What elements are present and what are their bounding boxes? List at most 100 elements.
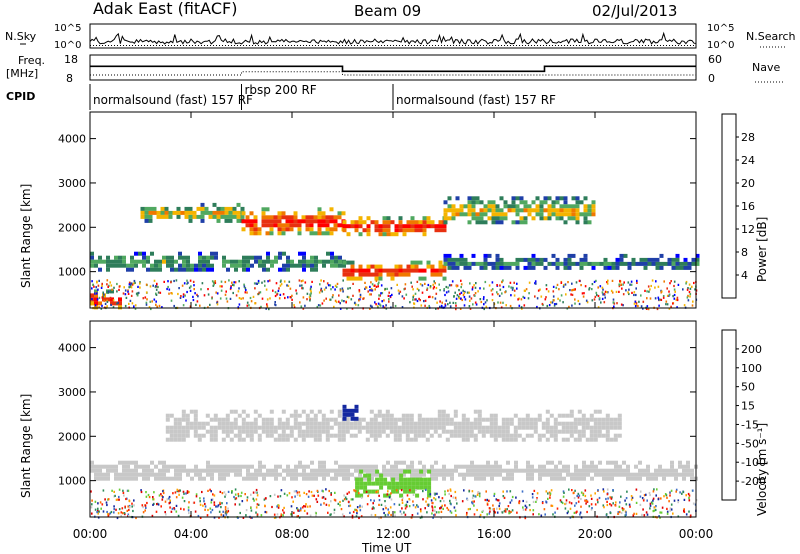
velocity-cell <box>197 437 202 442</box>
velocity-speckle <box>434 513 436 516</box>
velocity-cell <box>462 472 466 477</box>
velocity-cell <box>605 429 610 434</box>
power-cell <box>164 206 169 211</box>
power-cell <box>695 261 700 266</box>
velocity-speckle <box>532 513 534 516</box>
power-speckle <box>310 292 312 295</box>
velocity-cell <box>594 468 598 473</box>
power-cell <box>539 212 544 217</box>
velocity-cell <box>441 409 446 414</box>
power-speckle <box>616 302 618 305</box>
velocity-speckle <box>629 505 631 508</box>
power-speckle <box>637 304 639 308</box>
velocity-cell <box>622 468 626 473</box>
power-cell <box>491 208 496 213</box>
power-speckle <box>110 284 113 287</box>
velocity-speckle <box>183 508 185 511</box>
power-speckle <box>163 280 165 283</box>
velocity-cell <box>538 464 542 469</box>
velocity-cell <box>413 421 418 426</box>
power-cell <box>459 204 464 209</box>
velocity-cell <box>258 464 262 469</box>
power-speckle <box>545 288 548 291</box>
velocity-cell <box>345 425 350 430</box>
power-cell <box>479 220 484 225</box>
velocity-cell <box>446 468 450 473</box>
velocity-speckle <box>246 499 248 502</box>
velocity-cell <box>597 417 602 422</box>
power-speckle <box>606 282 609 285</box>
power-cell <box>317 211 322 216</box>
velocity-speckle <box>688 496 690 500</box>
velocity-cell <box>493 413 498 418</box>
power-cell <box>321 223 326 228</box>
velocity-speckle <box>414 506 417 509</box>
velocity-cell <box>589 437 594 442</box>
power-speckle <box>404 287 406 290</box>
velocity-speckle <box>577 496 580 499</box>
velocity-cell <box>177 437 182 442</box>
velocity-speckle <box>522 499 524 503</box>
velocity-cell <box>493 433 498 438</box>
power-speckle <box>257 279 260 283</box>
velocity-cell <box>337 421 342 426</box>
power-cell <box>305 215 310 220</box>
velocity-speckle <box>554 511 556 514</box>
velocity-cell <box>382 472 386 477</box>
velocity-speckle <box>412 493 415 496</box>
velocity-speckle <box>224 495 226 498</box>
power-speckle <box>423 300 425 303</box>
velocity-speckle <box>370 513 373 517</box>
velocity-cell <box>201 425 206 430</box>
velocity-cell <box>430 464 434 469</box>
power-speckle <box>193 284 195 287</box>
power-cell <box>337 215 342 220</box>
velocity-cell <box>593 433 598 438</box>
velocity-cell <box>377 409 382 414</box>
power-cell <box>154 263 158 268</box>
velocity-speckle <box>252 497 255 500</box>
velocity-speckle <box>556 507 559 510</box>
velocity-cell <box>541 425 546 430</box>
power-cell <box>451 261 456 266</box>
velocity-cell <box>586 464 590 469</box>
power-cell <box>611 265 616 270</box>
velocity-speckle <box>461 500 464 503</box>
velocity-cell <box>213 413 218 418</box>
power-cell <box>447 216 452 221</box>
velocity-cell <box>238 468 242 473</box>
velocity-cell <box>450 472 454 477</box>
power-speckle <box>562 301 564 304</box>
power-cell <box>226 259 230 264</box>
power-speckle <box>329 298 332 301</box>
velocity-cell <box>273 429 278 434</box>
power-speckle <box>219 285 221 288</box>
power-cell <box>170 263 174 268</box>
velocity-cell <box>594 464 598 469</box>
velocity-speckle <box>296 491 299 494</box>
velocity-speckle <box>97 502 99 505</box>
power-cell <box>438 228 443 233</box>
velocity-speckle <box>354 508 356 511</box>
power-cell <box>342 263 346 268</box>
velocity-cell <box>582 460 586 465</box>
power-cell <box>487 261 492 266</box>
velocity-speckle <box>110 510 113 514</box>
power-speckle <box>187 281 189 284</box>
velocity-cell <box>593 409 598 414</box>
velocity-cell <box>122 464 126 469</box>
power-speckle <box>502 301 504 304</box>
power-speckle <box>358 299 360 302</box>
power-speckle <box>275 282 278 285</box>
velocity-cell <box>530 464 534 469</box>
power-speckle <box>436 301 438 304</box>
power-speckle <box>309 293 311 296</box>
power-speckle <box>112 299 115 302</box>
velocity-cell <box>270 468 274 473</box>
power-speckle <box>676 306 678 309</box>
velocity-speckle <box>441 504 443 507</box>
power-cell <box>90 255 94 260</box>
power-cell <box>471 196 476 201</box>
velocity-cell <box>249 437 254 442</box>
